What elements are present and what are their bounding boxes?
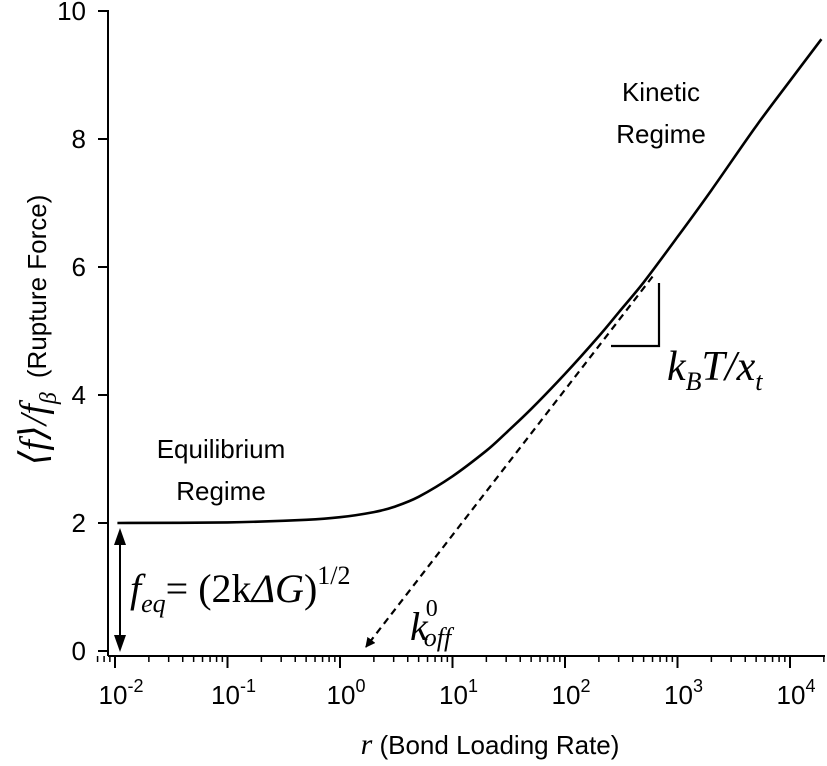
x-tick-label-exponent: 3 (693, 676, 703, 696)
feq-arrow-top (114, 528, 126, 545)
kinetic-label-line1: Kinetic (622, 77, 700, 107)
slope-triangle (611, 283, 661, 348)
feq-label-delta-g: ΔG (250, 566, 304, 611)
y-tick-label: 2 (72, 508, 86, 538)
x-tick-label-base: 10 (327, 680, 356, 710)
axis-ticks (96, 10, 825, 668)
feq-label-close: ) (304, 566, 317, 611)
x-axis-label-text: (Bond Loading Rate) (372, 730, 619, 760)
x-tick-label: 103 (664, 676, 703, 710)
asymptote-dashed-line (365, 275, 654, 648)
x-tick-label-base: 10 (552, 680, 581, 710)
koff-label-sup: 0 (426, 596, 438, 622)
x-tick-label-base: 10 (777, 680, 806, 710)
slope-label-b-sub: B (686, 367, 702, 396)
feq-label-eq-sub: eq (141, 589, 166, 618)
feq-arrow-bottom (114, 635, 126, 652)
y-tick-label: 8 (72, 124, 86, 154)
x-tick-label-base: 10 (99, 680, 128, 710)
feq-label: feq= (2kΔG)1/2 (130, 561, 351, 618)
slope-label-t: T/x (702, 344, 756, 390)
x-tick-label: 102 (552, 676, 591, 710)
koff-label-k: k (410, 604, 429, 649)
x-tick-label-exponent: -1 (240, 676, 256, 696)
x-tick-label-exponent: 2 (580, 676, 590, 696)
x-tick-label: 10-1 (211, 676, 256, 710)
feq-label-equals: = (2k (166, 566, 252, 611)
y-tick-label: 4 (72, 380, 86, 410)
x-tick-label-base: 10 (439, 680, 468, 710)
y-axis-label: ⟨f⟩/fβ (Rupture Force) (13, 195, 62, 466)
slope-label: kBT/xt (667, 344, 763, 396)
feq-label-power: 1/2 (317, 561, 350, 590)
kinetic-label-line2: Regime (616, 119, 706, 149)
x-tick-label: 100 (327, 676, 366, 710)
x-tick-label: 101 (439, 676, 478, 710)
slope-label-k: k (667, 344, 687, 390)
equilibrium-label-line2: Regime (176, 476, 266, 506)
y-axis-label-text: (Rupture Force) (22, 195, 52, 379)
rupture-force-curve (117, 38, 823, 525)
y-axis-label-symbol: ⟨f⟩/f (13, 400, 55, 466)
koff-label: k0 off (410, 596, 455, 652)
x-tick-label: 10-2 (99, 676, 144, 710)
y-tick-label: 0 (72, 636, 86, 666)
x-tick-label: 104 (777, 676, 816, 710)
slope-label-t-sub: t (755, 367, 763, 396)
x-tick-label-exponent: -2 (127, 676, 143, 696)
koff-label-sub: off (424, 623, 455, 652)
y-tick-label: 6 (72, 252, 86, 282)
x-axis-label: r (Bond Loading Rate) (361, 728, 620, 761)
x-tick-label-base: 10 (211, 680, 240, 710)
x-axis-label-symbol: r (361, 728, 373, 761)
x-tick-label-base: 10 (664, 680, 693, 710)
y-axis-label-sub: β (36, 392, 62, 405)
x-tick-label-exponent: 0 (355, 676, 365, 696)
x-tick-label-exponent: 1 (468, 676, 478, 696)
x-tick-label-exponent: 4 (805, 676, 815, 696)
svg-text:⟨f⟩/fβ(Rupture Force): ⟨f⟩/fβ (Rupture Force) (13, 195, 62, 466)
y-tick-label: 10 (57, 0, 86, 26)
equilibrium-label-line1: Equilibrium (157, 434, 286, 464)
